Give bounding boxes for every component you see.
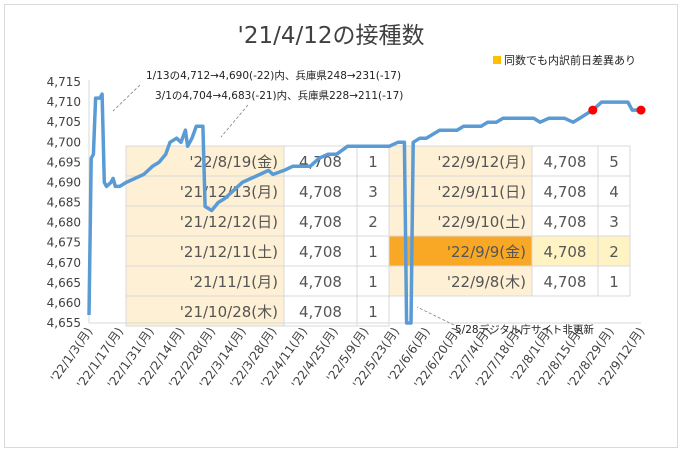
annotation-3-leader — [416, 306, 455, 326]
y-tick-label: 4,685 — [47, 196, 81, 210]
right-table-value-text: 4,708 — [544, 273, 587, 291]
right-table-value-text: 4,708 — [544, 153, 587, 171]
left-table-value-text: 4,708 — [299, 183, 342, 201]
annotation-3: 5/28デジタル庁サイト非更新 — [455, 323, 594, 336]
left-table-date-cell — [125, 295, 285, 327]
left-table-date-text: '21/10/28(木) — [180, 303, 278, 321]
right-table-count-cell — [597, 265, 631, 297]
left-table-count-text: 3 — [368, 183, 378, 201]
annotation-1: 1/13の4,712→4,690(-22)内、兵庫県248→231(-17) — [146, 69, 401, 82]
series-line — [87, 92, 641, 325]
y-tick-label: 4,670 — [47, 256, 81, 270]
y-tick-label: 4,665 — [47, 276, 81, 290]
annotation-2: 3/1の4,704→4,683(-21)内、兵庫県228→211(-17) — [155, 89, 403, 102]
right-table-count-text: 1 — [609, 273, 619, 291]
y-tick-label: 4,690 — [47, 175, 81, 189]
right-table-value-text: 4,708 — [544, 243, 587, 261]
y-tick-label: 4,695 — [47, 155, 81, 169]
left-table-value-cell — [283, 235, 358, 267]
highlight-point — [636, 105, 646, 115]
chart-title: '21/4/12の接種数 — [238, 23, 425, 49]
left-table-count-text: 1 — [368, 243, 378, 261]
left-table-count-cell — [356, 175, 390, 207]
chart-frame: '21/4/12の接種数 '22/8/19(金) 4,708 1 '21/12/13(… — [4, 4, 678, 448]
right-table-date-text: '22/9/11(日) — [437, 183, 526, 201]
y-tick-label: 4,710 — [47, 95, 81, 109]
right-table-count-text: 5 — [609, 153, 619, 171]
y-tick-label: 4,675 — [47, 236, 81, 250]
left-table-date-text: '22/8/19(金) — [189, 153, 278, 171]
y-tick-label: 4,680 — [47, 216, 81, 230]
left-table-count-cell — [356, 235, 390, 267]
highlight-point — [588, 105, 598, 115]
left-table-date-text: '21/12/12(日) — [180, 213, 278, 231]
legend-swatch — [493, 56, 501, 64]
annotation-2-leader — [220, 104, 249, 138]
right-table-count-text: 3 — [609, 213, 619, 231]
legend: 同数でも内訳前日差異あり — [493, 53, 636, 67]
right-table-count-cell — [597, 175, 631, 207]
right-table-count-cell — [597, 235, 631, 267]
right-table-date-text: '22/9/10(土) — [437, 213, 526, 231]
left-table-date-cell — [125, 265, 285, 297]
left-table-value-text: 4,708 — [299, 243, 342, 261]
left-table-date-text: '21/12/11(土) — [180, 243, 278, 261]
y-tick-label: 4,655 — [47, 316, 81, 330]
left-table-count-cell — [356, 295, 390, 327]
plot-layer — [87, 92, 646, 325]
right-table-value-text: 4,708 — [544, 213, 587, 231]
tables-layer: '22/8/19(金) 4,708 1 '21/12/13(月) 4,708 3 '21/1… — [125, 145, 631, 327]
left-table-value-text: 4,708 — [299, 303, 342, 321]
right-table-value-text: 4,708 — [544, 183, 587, 201]
right-table-value-cell — [531, 205, 599, 237]
line-chart: '21/4/12の接種数 '22/8/19(金) 4,708 1 '21/12/13(… — [47, 23, 648, 391]
right-table-value-cell — [531, 145, 599, 177]
right-table-date-text: '22/9/8(木) — [447, 273, 526, 291]
right-table-value-cell — [531, 235, 599, 267]
left-table-value-cell — [283, 145, 358, 177]
right-table-count-text: 4 — [609, 183, 619, 201]
left-table-value-text: 4,708 — [299, 213, 342, 231]
y-tick-label: 4,705 — [47, 115, 81, 129]
left-table-count-cell — [356, 205, 390, 237]
left-table-count-text: 1 — [368, 303, 378, 321]
left-table-date-text: '21/11/1(月) — [189, 273, 278, 291]
left-table-date-text: '21/12/13(月) — [180, 183, 278, 201]
y-tick-label: 4,715 — [47, 75, 81, 89]
left-table-count-text: 1 — [368, 273, 378, 291]
y-tick-label: 4,700 — [47, 135, 81, 149]
right-table-count-text: 2 — [609, 243, 619, 261]
annotation-layer: 1/13の4,712→4,690(-22)内、兵庫県248→231(-17) 3/… — [112, 69, 594, 336]
annotation-1-leader — [112, 84, 141, 112]
y-tick-label: 4,660 — [47, 296, 81, 310]
right-table-date-text: '22/9/12(月) — [437, 153, 526, 171]
left-table-value-text: 4,708 — [299, 273, 342, 291]
right-table-date-text: '22/9/9(金) — [447, 243, 526, 261]
left-table-count-text: 2 — [368, 213, 378, 231]
right-table-value-cell — [531, 265, 599, 297]
left-table-value-cell — [283, 295, 358, 327]
right-table-count-cell — [597, 205, 631, 237]
legend-label: 同数でも内訳前日差異あり — [504, 53, 636, 67]
right-table-count-cell — [597, 145, 631, 177]
left-table-count-text: 1 — [368, 153, 378, 171]
